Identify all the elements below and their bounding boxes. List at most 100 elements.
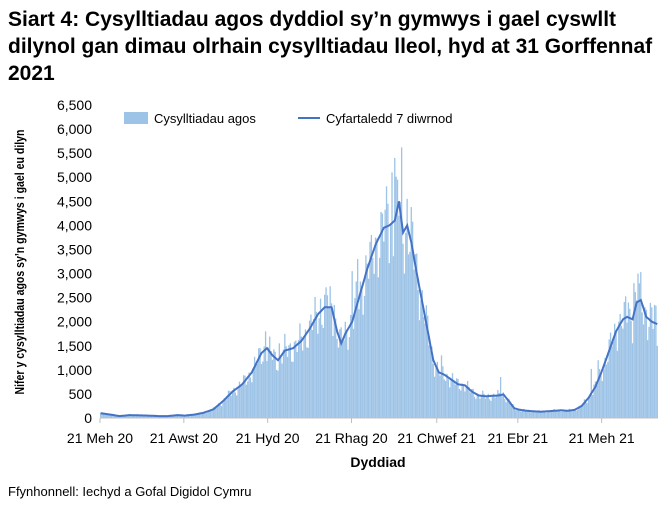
daily-bar <box>200 413 202 418</box>
x-tick-label: 21 Meh 21 <box>569 430 635 446</box>
daily-bar <box>284 333 286 418</box>
y-tick-label: 2,000 <box>57 314 92 330</box>
daily-bar <box>212 407 215 418</box>
daily-bar <box>642 324 645 418</box>
daily-bar <box>203 411 205 418</box>
daily-bar <box>596 385 598 418</box>
daily-bar <box>384 209 386 418</box>
y-tick-label: 3,500 <box>57 241 92 257</box>
y-tick-label: 0 <box>84 410 92 426</box>
y-tick-label: 5,500 <box>57 145 92 161</box>
daily-bar <box>535 412 537 418</box>
daily-bar <box>330 303 333 418</box>
daily-bar <box>422 316 425 418</box>
y-tick-label: 6,500 <box>57 97 92 113</box>
daily-bar <box>464 391 466 418</box>
daily-bar <box>549 411 551 418</box>
daily-bar <box>447 379 450 418</box>
daily-bar <box>429 350 432 418</box>
daily-bar <box>490 400 492 418</box>
daily-bar <box>614 323 616 418</box>
daily-bar <box>539 411 542 418</box>
daily-bar <box>615 333 617 418</box>
daily-bar <box>175 415 177 418</box>
daily-bar <box>340 327 342 418</box>
daily-bar <box>297 340 300 418</box>
y-tick-label: 2,500 <box>57 290 92 306</box>
daily-bar <box>102 413 105 418</box>
x-tick-label: 21 Chwef 21 <box>397 430 476 446</box>
daily-bar <box>271 359 274 418</box>
daily-bar <box>553 409 555 418</box>
daily-bar <box>100 412 102 418</box>
daily-bar <box>374 237 377 418</box>
daily-bar <box>443 379 445 418</box>
daily-bar <box>141 414 143 418</box>
daily-bar <box>488 399 491 418</box>
daily-bar <box>311 330 313 418</box>
daily-bar <box>164 416 166 418</box>
daily-bar <box>472 388 474 418</box>
daily-bar <box>322 327 324 418</box>
daily-bar <box>651 307 653 418</box>
daily-bar <box>343 340 345 418</box>
daily-bar <box>449 387 451 418</box>
daily-bar <box>428 345 430 418</box>
daily-bar <box>266 361 268 418</box>
daily-bar <box>506 398 509 418</box>
daily-bar <box>575 410 577 418</box>
daily-bar <box>240 386 242 418</box>
daily-bar <box>381 213 384 418</box>
daily-bar <box>383 241 385 418</box>
daily-bar <box>314 296 316 418</box>
daily-bar <box>475 398 477 418</box>
daily-bar <box>455 378 458 418</box>
daily-bar <box>427 315 429 418</box>
daily-bar <box>198 413 201 418</box>
daily-bar <box>567 410 569 418</box>
daily-bar <box>236 395 238 418</box>
daily-bar <box>285 346 287 418</box>
daily-bar <box>391 172 393 418</box>
daily-bar <box>112 414 114 418</box>
daily-bar <box>357 259 359 418</box>
daily-bar <box>484 398 487 418</box>
x-tick-label: 21 Awst 20 <box>150 430 218 446</box>
daily-bar <box>512 404 514 418</box>
daily-bar <box>545 412 547 418</box>
daily-bar <box>182 415 184 418</box>
daily-bar <box>586 403 588 418</box>
daily-bar <box>482 390 484 418</box>
daily-bar <box>554 410 557 418</box>
daily-bar <box>583 399 586 418</box>
daily-bar <box>204 412 206 418</box>
daily-bar <box>154 416 157 418</box>
daily-bar <box>315 311 318 418</box>
legend-bars-label: Cysylltiadau agos <box>154 111 256 126</box>
daily-bar <box>619 313 621 418</box>
source-note: Ffynhonnell: Iechyd a Gofal Digidol Cymr… <box>8 484 252 499</box>
daily-bar <box>215 407 217 418</box>
daily-bar <box>306 347 308 418</box>
daily-bar <box>480 395 483 418</box>
daily-bar <box>519 410 521 418</box>
daily-bar <box>362 314 364 418</box>
daily-bar <box>302 350 304 418</box>
daily-bar <box>487 393 489 418</box>
daily-bar <box>432 363 434 418</box>
y-tick-label: 5,000 <box>57 169 92 185</box>
daily-bar <box>505 402 507 418</box>
daily-bar <box>395 176 397 418</box>
daily-bar <box>513 407 515 418</box>
daily-bar <box>440 355 443 418</box>
daily-bar <box>552 410 554 418</box>
y-tick-label: 1,500 <box>57 338 92 354</box>
daily-bar <box>471 389 473 418</box>
daily-bar <box>193 414 195 418</box>
daily-bar <box>260 363 263 418</box>
daily-bar <box>209 411 212 418</box>
daily-bar <box>521 409 524 418</box>
daily-bar <box>326 295 329 418</box>
x-tick-label: 21 Meh 20 <box>67 430 133 446</box>
daily-bar <box>398 215 400 418</box>
